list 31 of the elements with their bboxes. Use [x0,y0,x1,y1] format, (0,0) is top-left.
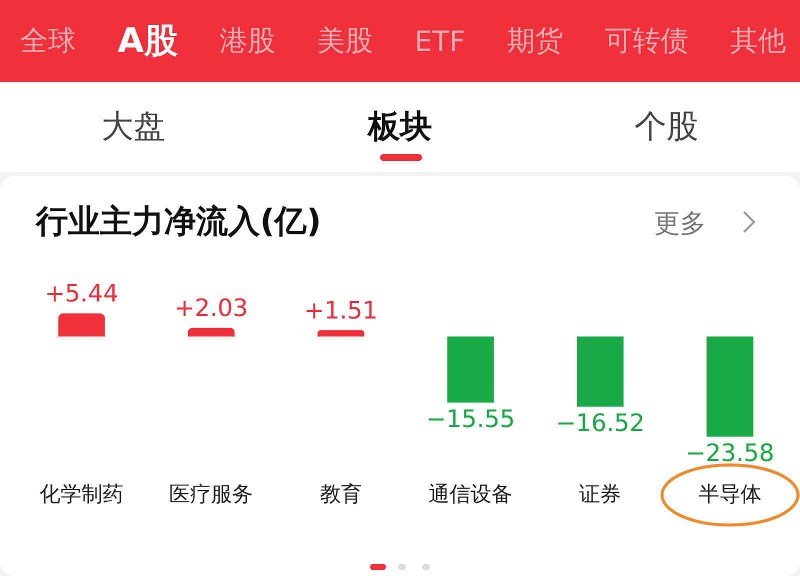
x-tick-label: 半导体 [698,482,762,506]
x-tick-label: 证券 [579,482,622,506]
x-tick-label: 化学制药 [40,482,124,506]
x-tick-label: 教育 [320,482,362,506]
text: 板块 [368,106,432,147]
text: 全球 [20,23,76,59]
text: 其他 [730,23,786,59]
text: 大盘 [101,106,166,147]
bar [188,328,235,337]
text: 港股 [219,23,276,59]
text: 可转债 [604,23,688,59]
data-label: −15.55 [426,404,515,433]
x-tick-label: 通信设备 [428,482,513,506]
chart-title: 行业主力净流入(亿) [36,201,322,242]
text: 个股 [634,106,699,147]
data-label: +1.51 [304,296,378,324]
bar [318,330,364,337]
data-label: +2.03 [174,294,248,322]
bar [706,336,754,437]
text: 期货 [506,23,563,59]
data-label: −16.52 [556,408,645,437]
text: A股 [118,20,178,63]
text: 更多 [654,208,706,241]
data-label: +5.44 [44,280,118,308]
data-label: −23.58 [685,438,774,467]
text: 美股 [316,23,373,59]
text: ETF [414,24,466,58]
bar [576,336,624,407]
bar [447,336,494,403]
bar [58,313,105,337]
x-tick-label: 医疗服务 [169,482,254,506]
